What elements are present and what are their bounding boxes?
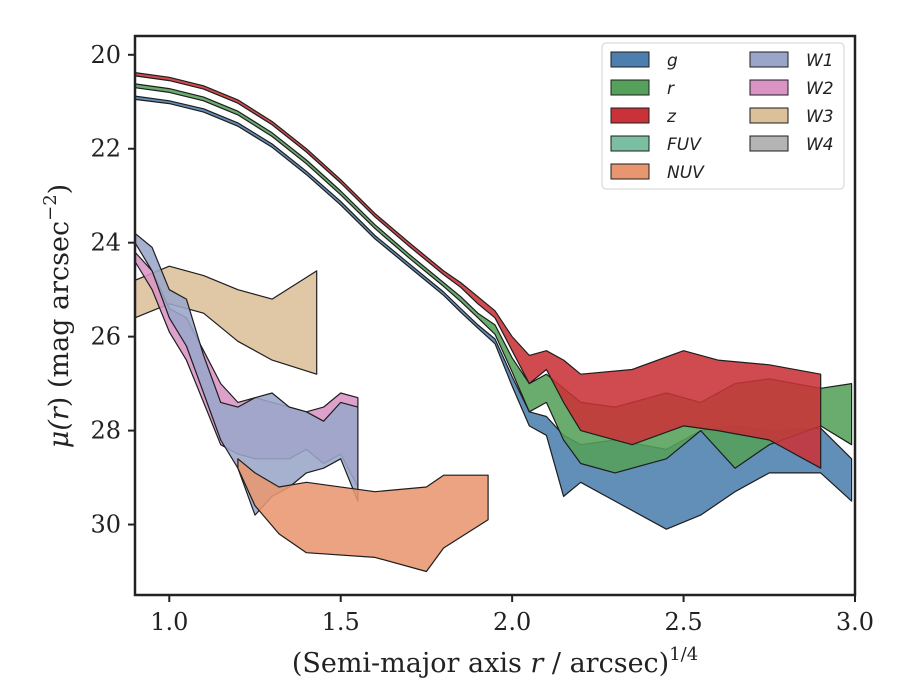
legend-swatch-w3 [749,107,789,124]
band-g [134,95,853,530]
legend-swatch-w2 [749,79,789,96]
band-nuv [237,458,489,573]
legend-swatch-fuv [610,135,650,152]
y-tick-label: 22 [90,135,121,163]
y-tick-label: 30 [90,511,121,539]
legend: grz FUV NUV W1 W2 W3 W4 [601,42,845,190]
y-tick-label: 20 [90,41,121,69]
x-axis-ticks: 1.0 1.5 2.0 2.5 3.0 [150,595,874,636]
y-tick-label: 26 [90,323,121,351]
x-axis-label: (Semi-major axis r / arcsec)1/4 [292,644,698,679]
legend-label-z: z [666,107,677,127]
legend-label-r: r [667,79,675,99]
legend-label-fuv: FUV [667,135,702,155]
legend-swatch-z [610,107,650,124]
x-tick-label: 2.5 [664,608,702,636]
y-tick-label: 24 [90,229,121,257]
x-tick-label: 1.5 [322,608,360,636]
legend-swatch-r [610,79,650,96]
data-bands [134,71,853,573]
legend-label-nuv: NUV [667,163,705,183]
legend-swatch-w4 [749,135,789,152]
x-tick-label: 3.0 [836,608,874,636]
x-tick-label: 2.0 [493,608,531,636]
legend-swatch-nuv [610,163,650,180]
legend-swatch-w1 [749,51,789,68]
legend-label-w2: W2 [806,79,834,99]
plot-frame [133,34,857,597]
legend-label-g: g [667,51,678,71]
legend-label-w4: W4 [806,135,834,155]
band-z [134,71,822,469]
legend-label-w3: W3 [806,107,834,127]
x-tick-label: 1.0 [150,608,188,636]
y-axis-label: μ(r) (mag arcsec−2) [40,184,75,448]
legend-label-w1: W1 [806,51,834,71]
y-tick-label: 28 [90,417,121,445]
legend-swatch-g [610,51,650,68]
y-axis-ticks: 20 22 24 26 28 30 [90,41,135,539]
